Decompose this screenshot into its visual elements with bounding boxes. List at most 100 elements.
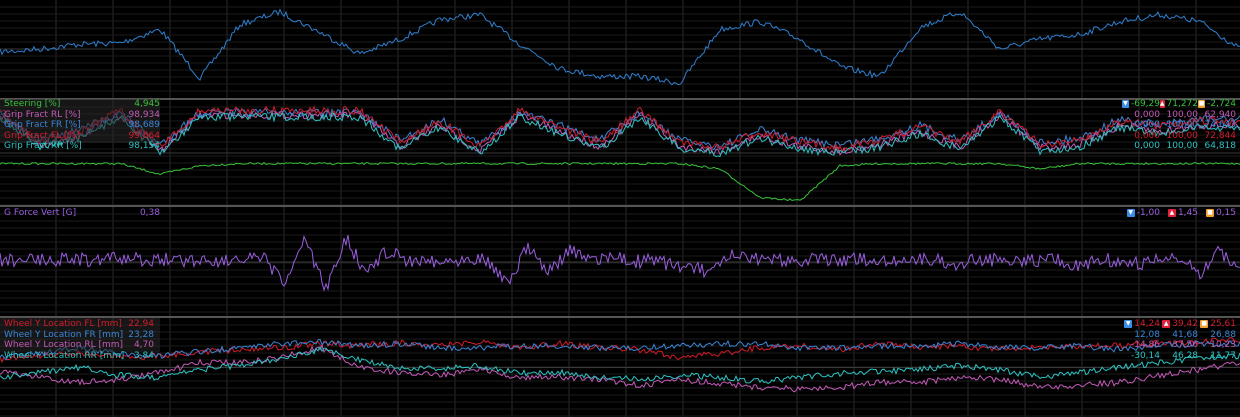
legend-label: Grip Fract RL [%] [4,109,81,120]
legend-value: 98,154 [128,141,161,151]
stat-min-value: 12,08 [1134,329,1160,340]
stat-max-value: 100,00 [1166,109,1199,120]
stat-avg-value: 25,61 [1210,319,1236,329]
stat-min-value: 0,000 [1134,141,1160,151]
stat-min-value: 0,000 [1134,130,1160,141]
stat-max-value: 46,28 [1172,350,1198,361]
min-icon: ▼ [1122,100,1129,109]
stat-avg-value: 0,15 [1215,208,1236,218]
series-line-wheel-y-location-rl-mm- [0,344,1240,393]
stat-avg-value: 11,77 [1210,350,1236,361]
legend-value: 99,664 [128,130,161,141]
legend-row: Steering [%] 4,945 [4,99,160,110]
avg-icon: ■ [1200,320,1209,329]
stats-header-row: ▼ 14,24 ▲ 39,42 ■ 25,61 [1122,319,1236,330]
legend-row: Wheel Y Location RL [mm] 4,70 [4,340,154,351]
legend-row: Grip Fract RR [%] 98,154 [4,141,160,152]
legend-row: Wheel Y Location FL [mm] 22,94 [4,319,154,330]
legend-label: Steering [%] [4,99,61,109]
series-line-g-force-vert-g- [0,234,1240,292]
stat-avg-cell: ■ -2,724 [1198,99,1236,110]
legend-label: G Force Vert [G] [4,208,77,218]
stat-max-value: 1,45 [1177,208,1198,218]
stats-row: 12,08 41,68 26,88 [1122,330,1236,341]
stat-max-value: 41,68 [1172,329,1198,340]
wheel-stats: ▼ 14,24 ▲ 39,42 ■ 25,61 12,08 41,68 26,88 -14,86 3… [1122,319,1236,361]
stat-min-value: -69,29 [1130,99,1160,109]
stats-row: -14,86 37,56 10,23 [1122,340,1236,351]
max-icon: ▲ [1159,100,1165,109]
wheel-legend: Wheel Y Location FL [mm] 22,94 Wheel Y Loc… [4,319,154,361]
legend-row: Wheel Y Location FR [mm] 23,28 [4,330,154,341]
stat-avg-value: 10,23 [1210,340,1236,350]
stat-min-value: 0,000 [1134,109,1160,120]
stat-min-value: -30,14 [1130,350,1160,361]
stats-header-row: ▼ -69,29 ▲ 71,272 ■ -2,724 [1122,99,1236,110]
stats-row: -30,14 46,28 11,77 [1122,351,1236,362]
stat-avg-value: 72,844 [1204,130,1237,141]
gvert-stats: ▼ -1,00 ▲ 1,45 ■ 0,15 [1122,208,1236,219]
avg-icon: ■ [1198,100,1205,109]
legend-value: 0,38 [139,208,160,218]
stat-max-cell: ▲ 71,272 [1159,99,1199,110]
stat-avg-cell: ■ 25,61 [1198,319,1236,330]
legend-row: Grip Fract FL [%] 99,664 [4,131,160,142]
stat-avg-value: 64,818 [1204,141,1237,151]
stat-avg-value: 74,643 [1204,120,1237,130]
stats-row: 0,000 100,00 72,844 [1122,131,1236,142]
legend-value: 98,934 [128,109,161,120]
legend-label: Grip Fract RR [%] [4,141,82,151]
stat-avg-value: -2,724 [1206,99,1236,109]
series-line-wheel-y-location-fl-mm- [0,336,1240,364]
series-line-grip-fract-rl- [0,109,1240,156]
max-icon: ▲ [1167,209,1176,218]
stat-min-cell: ▼ -69,29 [1122,99,1160,110]
series-line-wheel-y-location-rr-mm- [0,345,1240,385]
stat-min-cell: ▼ -1,00 [1122,208,1160,219]
min-icon: ▼ [1124,320,1133,329]
stat-min-value: 0,000 [1134,120,1160,130]
grip-legend-background [0,99,160,143]
min-icon: ▼ [1126,209,1135,218]
legend-label: Grip Fract FR [%] [4,120,81,130]
legend-row: G Force Vert [G] 0,38 [4,208,160,219]
avg-icon: ■ [1205,209,1214,218]
stat-max-value: 100,00 [1166,120,1199,130]
legend-row: Grip Fract FR [%] 98,689 [4,120,160,131]
stats-header-row: ▼ -1,00 ▲ 1,45 ■ 0,15 [1122,208,1236,219]
stat-min-value: -1,00 [1136,208,1160,218]
grip-stats: ▼ -69,29 ▲ 71,272 ■ -2,724 0,000 100,00 62,940 0,… [1122,99,1236,152]
stats-row: 0,000 100,00 62,940 [1122,110,1236,121]
series-line-grip-fract-rr- [0,111,1240,158]
legend-label: Wheel Y Location RR [mm] [4,350,125,361]
stats-row: 0,000 100,00 74,643 [1122,120,1236,131]
stat-max-value: 100,00 [1166,130,1199,141]
stats-row: 0,000 100,00 64,818 [1122,141,1236,152]
legend-label: Wheel Y Location FL [mm] [4,319,122,329]
wheel-legend-background [0,318,160,352]
grip-legend: Steering [%] 4,945 Grip Fract RL [%] 98,934… [4,99,160,152]
legend-label: Wheel Y Location RL [mm] [4,340,124,350]
legend-value: 98,689 [128,120,161,130]
stat-min-value: -14,86 [1130,340,1160,350]
stat-max-cell: ▲ 39,42 [1160,319,1198,330]
stat-max-value: 100,00 [1166,141,1199,151]
stat-max-value: 37,56 [1172,340,1198,350]
series-line-grip-fract-fl- [0,104,1240,153]
stat-min-cell: ▼ 14,24 [1122,319,1160,330]
legend-value: 4,945 [134,99,160,109]
stat-max-cell: ▲ 1,45 [1160,208,1198,219]
gvert-legend: G Force Vert [G] 0,38 [4,208,160,219]
stat-avg-value: 26,88 [1210,329,1236,340]
legend-label: Grip Fract FL [%] [4,130,80,141]
max-icon: ▲ [1162,320,1171,329]
stat-avg-cell: ■ 0,15 [1198,208,1236,219]
series-line-trace [0,8,1240,86]
legend-row: Grip Fract RL [%] 98,934 [4,110,160,121]
series-line-wheel-y-location-fr-mm- [0,338,1240,361]
stat-max-value: 71,272 [1166,99,1199,109]
legend-row: Wheel Y Location RR [mm] 3,84 [4,351,154,362]
stat-avg-value: 62,940 [1204,109,1237,120]
legend-value: 4,70 [133,340,154,350]
